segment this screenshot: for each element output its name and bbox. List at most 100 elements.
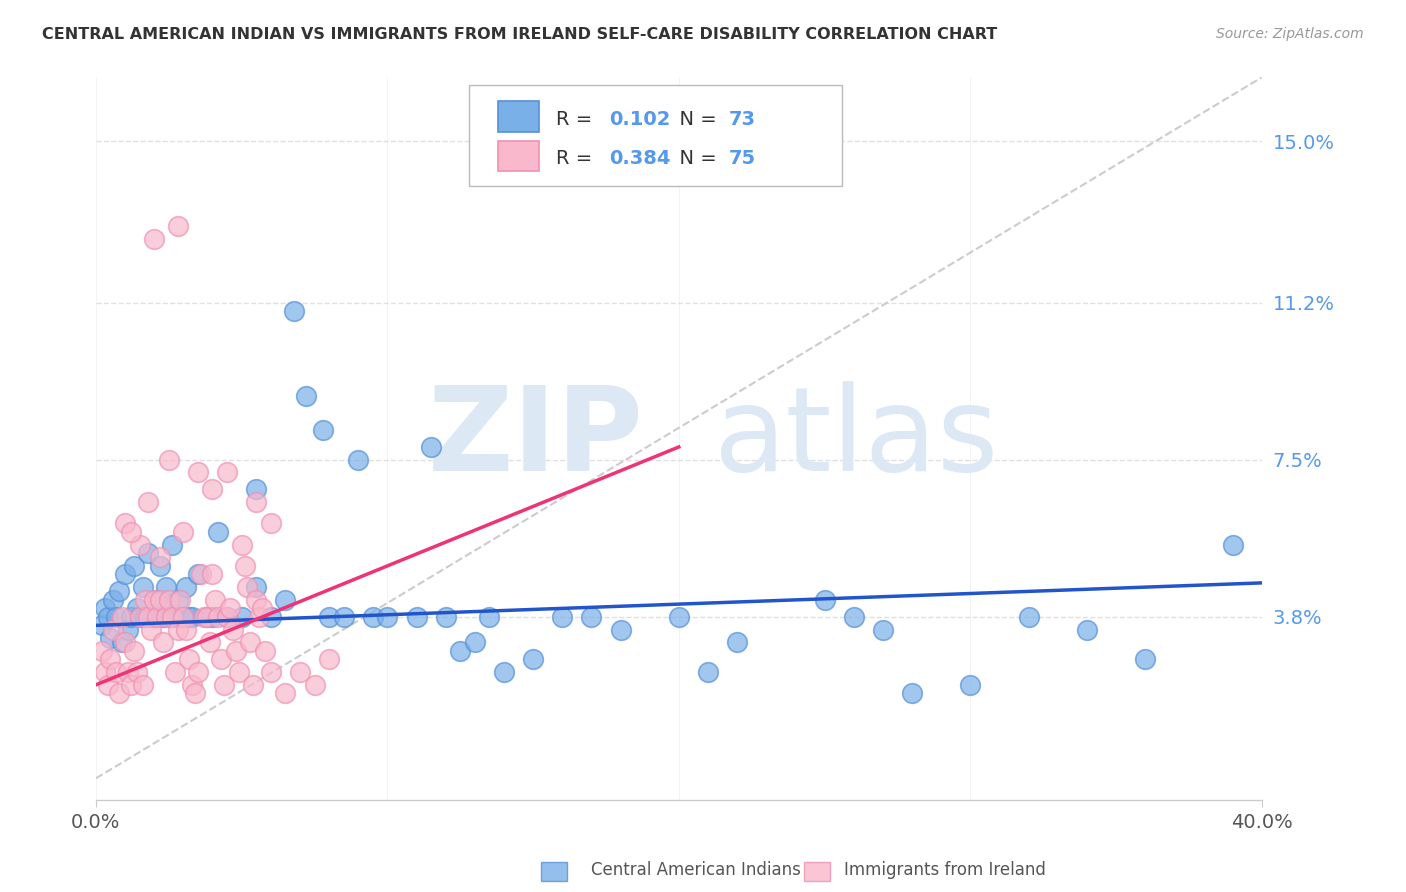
Point bbox=[100, 652, 122, 666]
Text: 0.102: 0.102 bbox=[609, 110, 671, 128]
Point bbox=[813, 593, 835, 607]
Point bbox=[143, 232, 166, 246]
Point bbox=[522, 652, 544, 666]
Point bbox=[120, 524, 142, 539]
Point bbox=[128, 610, 150, 624]
Point bbox=[212, 678, 235, 692]
Point bbox=[90, 618, 112, 632]
Point bbox=[157, 452, 180, 467]
Point bbox=[901, 686, 924, 700]
Point bbox=[111, 635, 134, 649]
Point bbox=[207, 610, 229, 624]
Point bbox=[959, 678, 981, 692]
Point bbox=[160, 538, 183, 552]
Point bbox=[347, 452, 370, 467]
Point bbox=[114, 635, 136, 649]
Point bbox=[581, 610, 603, 624]
FancyBboxPatch shape bbox=[498, 102, 538, 132]
Text: N =: N = bbox=[666, 149, 723, 168]
Point bbox=[169, 610, 191, 624]
Point bbox=[219, 601, 242, 615]
Point bbox=[377, 610, 399, 624]
Point bbox=[166, 593, 188, 607]
Point bbox=[172, 610, 194, 624]
Point bbox=[100, 631, 122, 645]
Point bbox=[138, 610, 160, 624]
Point bbox=[245, 495, 267, 509]
Point bbox=[181, 610, 204, 624]
Point bbox=[464, 635, 486, 649]
Text: 0.384: 0.384 bbox=[609, 149, 671, 168]
Text: CENTRAL AMERICAN INDIAN VS IMMIGRANTS FROM IRELAND SELF-CARE DISABILITY CORRELAT: CENTRAL AMERICAN INDIAN VS IMMIGRANTS FR… bbox=[42, 27, 997, 42]
Point bbox=[1018, 610, 1040, 624]
Point bbox=[111, 610, 134, 624]
Text: Source: ZipAtlas.com: Source: ZipAtlas.com bbox=[1216, 27, 1364, 41]
Point bbox=[201, 483, 224, 497]
Text: ZIP: ZIP bbox=[427, 381, 644, 496]
Point bbox=[105, 665, 128, 679]
Point bbox=[152, 635, 174, 649]
FancyBboxPatch shape bbox=[470, 85, 842, 186]
Text: 75: 75 bbox=[728, 149, 756, 168]
Point bbox=[166, 219, 188, 233]
Point bbox=[195, 610, 218, 624]
Point bbox=[228, 665, 250, 679]
Point bbox=[131, 678, 153, 692]
Point bbox=[172, 524, 194, 539]
Point bbox=[242, 678, 264, 692]
Point bbox=[97, 610, 120, 624]
Point bbox=[283, 304, 305, 318]
Point bbox=[134, 593, 156, 607]
Point bbox=[231, 538, 253, 552]
Point bbox=[103, 623, 125, 637]
Point bbox=[201, 567, 224, 582]
Point bbox=[117, 665, 139, 679]
Point bbox=[207, 524, 229, 539]
Point bbox=[209, 652, 232, 666]
Point bbox=[134, 610, 156, 624]
Point bbox=[245, 580, 267, 594]
Point bbox=[117, 623, 139, 637]
Text: 73: 73 bbox=[728, 110, 756, 128]
Point bbox=[434, 610, 457, 624]
Point bbox=[152, 610, 174, 624]
Point bbox=[157, 610, 180, 624]
Point bbox=[103, 593, 125, 607]
Point bbox=[478, 610, 501, 624]
Point bbox=[125, 665, 148, 679]
Point bbox=[842, 610, 865, 624]
Point bbox=[146, 610, 169, 624]
Point bbox=[122, 558, 145, 573]
Point bbox=[250, 601, 273, 615]
Point bbox=[174, 580, 197, 594]
Point bbox=[179, 652, 201, 666]
Point bbox=[187, 567, 209, 582]
Point bbox=[361, 610, 384, 624]
Text: R =: R = bbox=[557, 110, 599, 128]
Point bbox=[157, 593, 180, 607]
Point bbox=[184, 686, 207, 700]
Point bbox=[163, 665, 186, 679]
Point bbox=[260, 610, 283, 624]
Point bbox=[193, 610, 215, 624]
Point bbox=[449, 644, 471, 658]
Point bbox=[312, 423, 335, 437]
Point bbox=[668, 610, 690, 624]
Point bbox=[245, 593, 267, 607]
Point bbox=[114, 567, 136, 582]
Point bbox=[420, 440, 443, 454]
Point bbox=[318, 610, 340, 624]
Point bbox=[190, 567, 212, 582]
Point bbox=[195, 610, 218, 624]
Text: R =: R = bbox=[557, 149, 599, 168]
Point bbox=[108, 686, 131, 700]
Point bbox=[120, 678, 142, 692]
FancyBboxPatch shape bbox=[498, 141, 538, 171]
Point bbox=[166, 623, 188, 637]
Point bbox=[233, 558, 256, 573]
Point bbox=[169, 593, 191, 607]
Point bbox=[274, 593, 297, 607]
Point bbox=[260, 516, 283, 531]
Point bbox=[149, 593, 172, 607]
Point bbox=[405, 610, 427, 624]
